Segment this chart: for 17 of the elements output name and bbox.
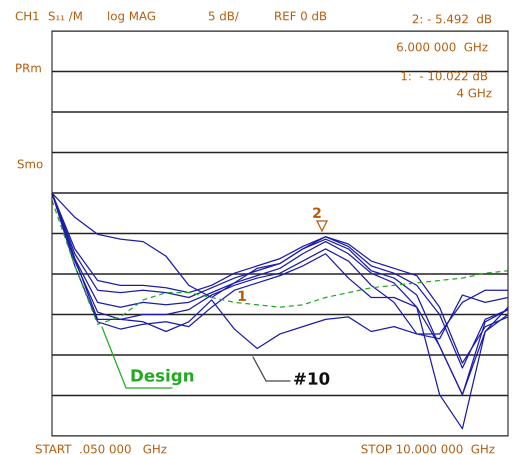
text: 6.000 000 GHz [397,42,488,52]
annotation: 1 [238,290,246,301]
text: STOP 10.000 000 GHz [362,444,494,454]
text: REF 0 dB [275,11,326,20]
text: PRm [16,64,41,72]
annotation: Design [132,368,194,386]
annotation: #10 [294,372,330,385]
text: 2: - 5.492 dB [412,14,492,24]
text: log MAG [108,11,155,23]
text: 1: - 10.022 dB [402,71,488,80]
text: 5 dB/ [208,11,239,22]
text: START .050 000 GHz [36,444,166,454]
annotation: 2 [313,208,321,218]
text: CH1 [16,11,39,20]
text: 4 GHz [457,88,492,98]
text: S₁₁ /M [48,11,82,22]
text: Smo [18,159,43,168]
